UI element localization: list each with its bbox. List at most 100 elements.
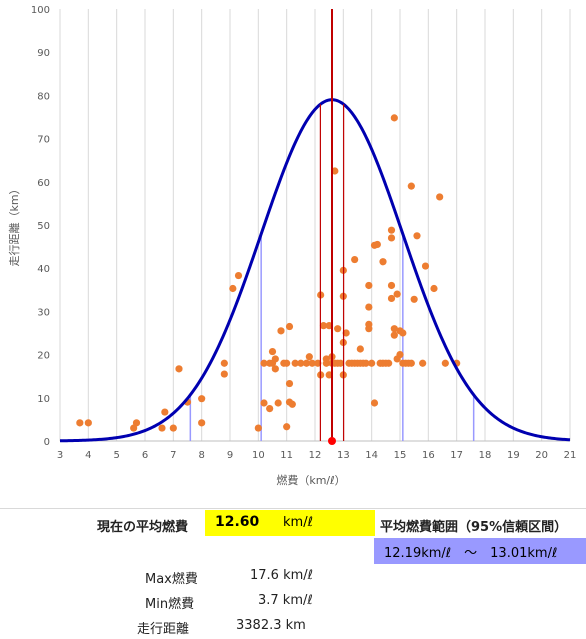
data-point <box>407 182 415 190</box>
data-point <box>407 359 415 367</box>
data-point <box>271 355 279 363</box>
data-point <box>260 359 268 367</box>
data-point <box>325 371 333 379</box>
max-label: Max燃費 <box>145 572 198 587</box>
data-point <box>302 359 311 367</box>
data-point <box>373 240 381 249</box>
data-point <box>322 355 330 363</box>
data-point <box>260 399 268 407</box>
x-tick-label: 10 <box>252 450 265 461</box>
data-point <box>305 353 313 361</box>
y-tick-label: 30 <box>37 307 50 318</box>
data-point <box>413 232 421 240</box>
data-point <box>198 419 206 427</box>
y-tick-label: 100 <box>31 5 50 16</box>
data-point <box>76 419 84 427</box>
x-tick-label: 13 <box>337 450 350 461</box>
x-tick-label: 9 <box>227 450 233 461</box>
avg-value: 12.60 <box>215 514 260 530</box>
data-point <box>319 322 328 330</box>
x-tick-label: 6 <box>142 450 148 461</box>
fuel-chart: 3 4 5 6 7 8 9 10 11 12 13 14 15 16 17 18 19 20 21 0 10 20 30 4… <box>7 5 577 487</box>
x-tick-label: 19 <box>507 450 520 461</box>
x-tick-label: 7 <box>170 450 176 461</box>
data-point <box>399 329 407 337</box>
data-point <box>198 395 206 403</box>
x-tick-label: 16 <box>422 450 435 461</box>
min-value: 3.7 km/ℓ <box>258 593 313 608</box>
data-point <box>268 347 277 356</box>
data-point <box>220 370 228 378</box>
data-point <box>362 359 370 367</box>
data-point <box>365 281 373 290</box>
grid-lines <box>59 9 571 441</box>
x-tick-label: 12 <box>309 450 322 461</box>
range-value: 12.19km/ℓ ～ 13.01km/ℓ <box>384 546 558 561</box>
data-point <box>288 400 296 408</box>
x-tick-label: 5 <box>113 450 119 461</box>
data-point <box>314 359 322 367</box>
y-tick-label: 90 <box>37 48 50 59</box>
data-point <box>266 405 274 413</box>
data-point <box>356 345 364 353</box>
data-point <box>342 329 350 337</box>
scatter-points <box>76 114 461 432</box>
x-tick-labels: 3 4 5 6 7 8 9 10 11 12 13 14 15 16 17 18 19 20 21 <box>57 450 577 461</box>
data-point <box>441 359 449 367</box>
data-point <box>368 359 376 367</box>
x-tick-label: 4 <box>85 450 91 461</box>
data-point <box>387 226 396 234</box>
x-tick-label: 21 <box>564 450 577 461</box>
data-point <box>285 379 294 388</box>
mean-marker <box>328 437 336 445</box>
data-point <box>325 322 333 330</box>
y-tick-labels: 0 10 20 30 40 50 60 70 80 90 100 <box>31 5 50 448</box>
data-point <box>410 295 418 303</box>
data-point <box>365 325 373 333</box>
x-tick-label: 8 <box>198 450 204 461</box>
data-point <box>271 365 279 373</box>
x-tick-label: 18 <box>479 450 492 461</box>
data-point <box>370 399 379 407</box>
range-label: 平均燃費範囲（95%信頼区間） <box>380 520 568 535</box>
x-tick-label: 20 <box>535 450 548 461</box>
y-axis-label: 走行距離（km） <box>7 183 21 266</box>
x-tick-label: 3 <box>57 450 63 461</box>
data-point <box>297 359 305 367</box>
data-point <box>175 365 183 373</box>
data-point <box>291 359 299 367</box>
y-tick-label: 10 <box>37 394 50 405</box>
y-tick-label: 80 <box>37 91 50 102</box>
data-point <box>390 325 398 333</box>
data-point <box>132 419 141 427</box>
data-point <box>385 359 393 367</box>
data-point <box>387 294 396 303</box>
normal-curve-path <box>59 98 571 443</box>
data-point <box>229 284 237 293</box>
y-tick-label: 70 <box>37 135 50 146</box>
data-point <box>308 359 316 367</box>
data-point <box>393 355 401 363</box>
y-tick-label: 50 <box>37 221 50 232</box>
data-point <box>234 271 243 280</box>
data-point <box>274 399 282 407</box>
y-tick-label: 0 <box>44 437 50 448</box>
data-point <box>84 419 92 427</box>
data-point <box>336 359 345 367</box>
data-point <box>283 359 291 367</box>
mean-line <box>328 9 336 445</box>
stats-divider <box>0 508 586 509</box>
data-point <box>158 424 166 432</box>
data-point <box>365 303 373 311</box>
x-tick-label: 17 <box>450 450 463 461</box>
data-point <box>387 234 396 242</box>
data-point <box>220 359 228 367</box>
distance-value: 3382.3 km <box>236 618 306 633</box>
data-point <box>277 327 285 335</box>
y-tick-label: 20 <box>37 351 50 362</box>
x-tick-label: 15 <box>394 450 407 461</box>
data-point <box>421 262 430 270</box>
data-point <box>419 359 427 367</box>
data-point <box>351 255 359 264</box>
distance-label: 走行距離 <box>137 622 190 637</box>
